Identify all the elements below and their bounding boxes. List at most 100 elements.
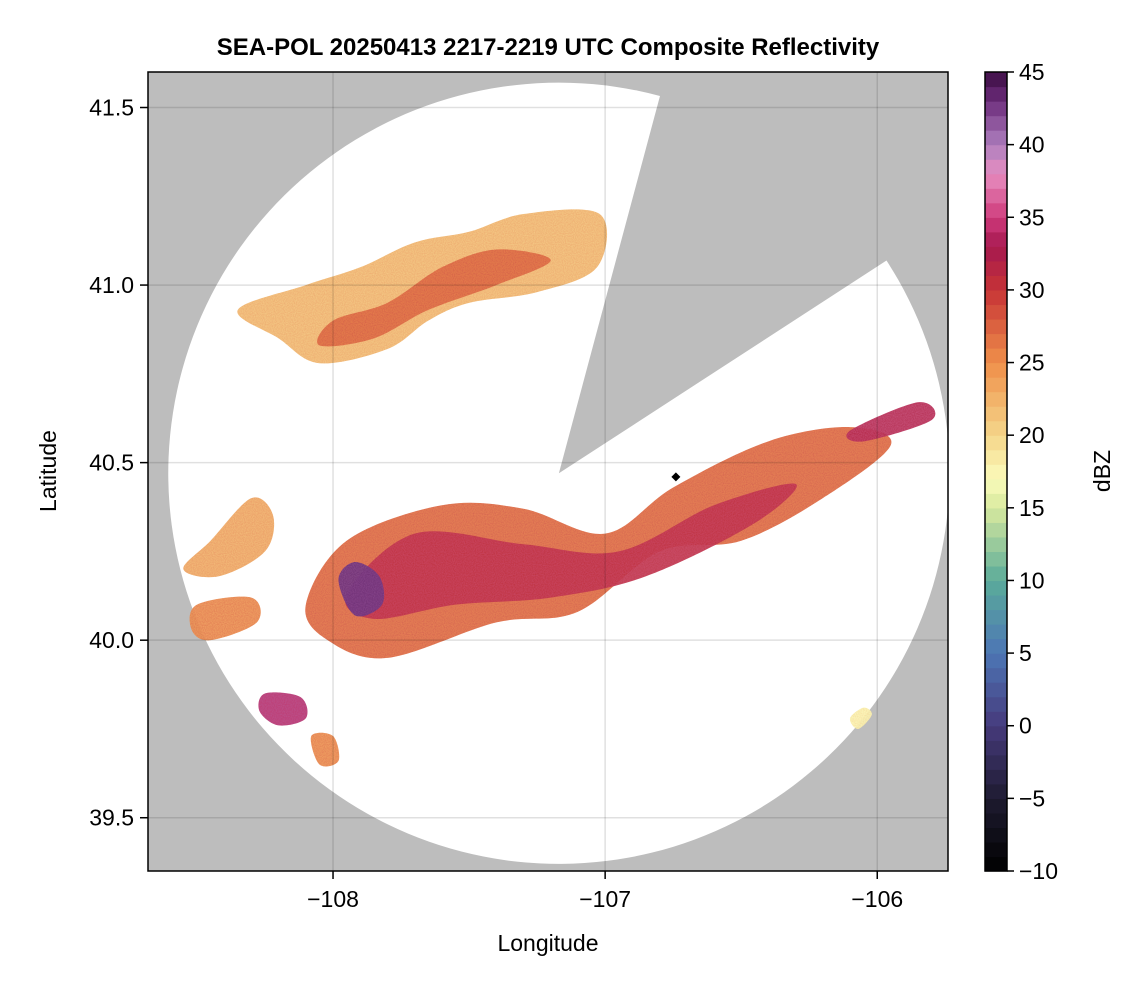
map-title: SEA-POL 20250413 2217-2219 UTC Composite… bbox=[217, 34, 880, 61]
x-tick-label: −106 bbox=[851, 886, 903, 912]
map-frame bbox=[147, 71, 949, 872]
colorbar-tick-label: 25 bbox=[1019, 350, 1045, 376]
echo-texture bbox=[846, 402, 936, 442]
colorbar-band bbox=[985, 275, 1007, 291]
colorbar-band bbox=[985, 812, 1007, 829]
colorbar-band bbox=[985, 435, 1007, 451]
colorbar-band bbox=[985, 667, 1007, 683]
colorbar-band bbox=[985, 202, 1007, 218]
colorbar-band bbox=[985, 406, 1007, 422]
colorbar-band bbox=[985, 725, 1007, 741]
colorbar-band bbox=[985, 72, 1007, 88]
colorbar-band bbox=[985, 740, 1007, 756]
colorbar-band bbox=[985, 246, 1007, 262]
colorbar-band bbox=[985, 609, 1007, 625]
colorbar-band bbox=[985, 493, 1007, 509]
colorbar-band bbox=[985, 362, 1007, 378]
colorbar-tick-label: 20 bbox=[1019, 422, 1045, 448]
colorbar-band bbox=[985, 377, 1007, 393]
colorbar-band bbox=[985, 783, 1007, 799]
x-tick-label: −108 bbox=[307, 886, 359, 912]
colorbar-band bbox=[985, 231, 1007, 247]
y-tick-label: 40.5 bbox=[89, 450, 134, 476]
colorbar-tick-label: 0 bbox=[1019, 713, 1032, 739]
colorbar-band bbox=[985, 827, 1007, 843]
colorbar-band bbox=[985, 507, 1007, 523]
echo-texture bbox=[183, 497, 275, 578]
colorbar-label: dBZ bbox=[1089, 450, 1115, 492]
y-tick-label: 41.5 bbox=[89, 95, 134, 121]
echo-texture bbox=[317, 249, 551, 347]
echo-texture bbox=[345, 483, 797, 620]
echo-texture bbox=[338, 562, 385, 617]
colorbar-bands bbox=[985, 72, 1007, 872]
colorbar-band bbox=[985, 711, 1007, 727]
colorbar-band bbox=[985, 551, 1007, 567]
colorbar-band bbox=[985, 522, 1007, 538]
colorbar-band bbox=[985, 464, 1007, 480]
colorbar-band bbox=[985, 638, 1007, 654]
colorbar-band bbox=[985, 420, 1007, 436]
colorbar-band bbox=[985, 260, 1007, 276]
y-axis-ticks: 39.5 40.0 40.5 41.0 41.5 bbox=[89, 95, 148, 831]
colorbar-band bbox=[985, 101, 1007, 117]
colorbar: −10 −5 0 5 10 15 20 25 30 35 40 45 dBZ bbox=[984, 59, 1115, 884]
y-tick-label: 40.0 bbox=[89, 627, 134, 653]
reflectivity-echoes bbox=[183, 209, 936, 767]
x-tick-label: −107 bbox=[579, 886, 631, 912]
colorbar-tick-label: −10 bbox=[1019, 858, 1058, 884]
colorbar-band bbox=[985, 391, 1007, 407]
colorbar-band bbox=[985, 624, 1007, 640]
colorbar-tick-label: 30 bbox=[1019, 277, 1045, 303]
y-tick-label: 41.0 bbox=[89, 272, 134, 298]
colorbar-ticks: −10 −5 0 5 10 15 20 25 30 35 40 45 bbox=[1007, 59, 1058, 884]
y-tick-label: 39.5 bbox=[89, 805, 134, 831]
y-axis-label: Latitude bbox=[35, 430, 61, 512]
x-axis-label: Longitude bbox=[497, 930, 598, 956]
colorbar-band bbox=[985, 841, 1007, 858]
colorbar-band bbox=[985, 348, 1007, 364]
map-panel: −108 −107 −106 39.5 40.0 40.5 41.0 41.5 Longit… bbox=[35, 71, 949, 956]
colorbar-band bbox=[985, 856, 1007, 872]
x-axis-ticks: −108 −107 −106 bbox=[307, 871, 903, 912]
colorbar-band bbox=[985, 682, 1007, 698]
colorbar-band bbox=[985, 289, 1007, 306]
colorbar-band bbox=[985, 449, 1007, 465]
colorbar-tick-label: 10 bbox=[1019, 567, 1045, 593]
colorbar-band bbox=[985, 653, 1007, 669]
site-marker bbox=[671, 472, 681, 482]
colorbar-band bbox=[985, 130, 1007, 146]
colorbar-tick-label: −5 bbox=[1019, 785, 1045, 811]
colorbar-band bbox=[985, 594, 1007, 611]
echo-texture bbox=[310, 732, 340, 767]
colorbar-band bbox=[985, 754, 1007, 770]
colorbar-band bbox=[985, 159, 1007, 175]
colorbar-band bbox=[985, 565, 1007, 582]
colorbar-band bbox=[985, 115, 1007, 131]
echo-texture bbox=[849, 707, 872, 729]
colorbar-band bbox=[985, 304, 1007, 320]
colorbar-band bbox=[985, 798, 1007, 814]
colorbar-band bbox=[985, 144, 1007, 160]
colorbar-band bbox=[985, 769, 1007, 785]
colorbar-band bbox=[985, 173, 1007, 189]
colorbar-band bbox=[985, 217, 1007, 233]
colorbar-tick-label: 45 bbox=[1019, 59, 1045, 85]
echo-texture bbox=[258, 692, 308, 726]
colorbar-band bbox=[985, 86, 1007, 102]
colorbar-frame bbox=[984, 71, 1008, 872]
colorbar-tick-label: 5 bbox=[1019, 640, 1032, 666]
colorbar-band bbox=[985, 318, 1007, 335]
echo-texture bbox=[189, 596, 261, 641]
colorbar-band bbox=[985, 536, 1007, 552]
colorbar-tick-label: 15 bbox=[1019, 495, 1045, 521]
colorbar-band bbox=[985, 580, 1007, 596]
colorbar-band bbox=[985, 478, 1007, 494]
colorbar-tick-label: 40 bbox=[1019, 132, 1045, 158]
grid-lines bbox=[148, 72, 948, 871]
colorbar-band bbox=[985, 333, 1007, 349]
colorbar-band bbox=[985, 696, 1007, 712]
colorbar-tick-label: 35 bbox=[1019, 204, 1045, 230]
colorbar-band bbox=[985, 188, 1007, 204]
